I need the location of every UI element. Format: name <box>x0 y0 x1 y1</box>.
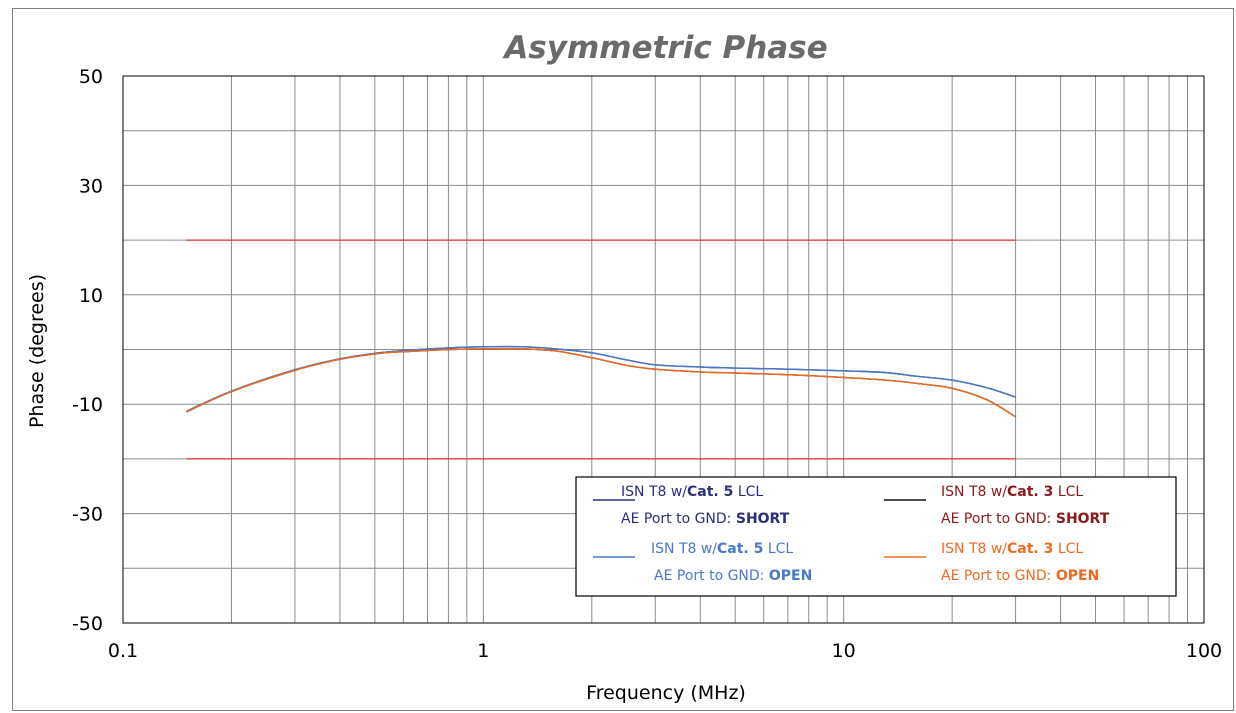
legend-text: LCL <box>1053 541 1083 557</box>
y-tick-label: 50 <box>79 66 103 88</box>
legend-label-3-line-2: AE Port to GND: OPEN <box>654 568 812 584</box>
x-axis-label: Frequency (MHz) <box>586 682 746 704</box>
series-line-2 <box>186 348 1016 418</box>
legend-label-4-line-1: ISN T8 w/Cat. 3 LCL <box>941 541 1083 557</box>
x-tick-label: 100 <box>1186 640 1222 662</box>
legend-label-3-line-1: ISN T8 w/Cat. 5 LCL <box>651 541 793 557</box>
limit-lines <box>186 239 1016 460</box>
legend-text: ISN T8 w/ <box>651 541 717 557</box>
legend-text: AE Port to GND: <box>941 568 1056 584</box>
plot-area <box>122 75 1205 624</box>
legend-emphasis: Cat. 5 <box>687 484 733 500</box>
legend-text: ISN T8 w/ <box>621 484 687 500</box>
y-tick-label: -50 <box>72 613 103 635</box>
legend-text: LCL <box>763 541 793 557</box>
legend-emphasis: OPEN <box>769 568 812 584</box>
legend-text: AE Port to GND: <box>941 511 1056 527</box>
legend-text: AE Port to GND: <box>654 568 769 584</box>
x-tick-label: 1 <box>477 640 489 662</box>
legend-emphasis: Cat. 5 <box>717 541 763 557</box>
series-lines <box>186 345 1016 418</box>
legend-label-1-line-1: ISN T8 w/Cat. 5 LCL <box>621 484 763 500</box>
series-line-4 <box>186 348 1016 418</box>
x-tick-label: 10 <box>832 640 856 662</box>
y-tick-label: 10 <box>79 285 103 307</box>
legend-emphasis: OPEN <box>1056 568 1099 584</box>
y-axis-label: Phase (degrees) <box>26 274 48 428</box>
legend-box <box>575 476 1177 597</box>
legend-text: ISN T8 w/ <box>941 541 1007 557</box>
series-line-1 <box>186 345 1016 412</box>
legend-text: ISN T8 w/ <box>941 484 1007 500</box>
series-line-3 <box>186 345 1016 412</box>
legend-emphasis: SHORT <box>736 511 790 527</box>
y-tick-labels: 50 30 10 -10 -30 -50 <box>72 66 103 635</box>
legend-text: LCL <box>733 484 763 500</box>
legend-label-4-line-2: AE Port to GND: OPEN <box>941 568 1099 584</box>
y-tick-label: -10 <box>72 394 103 416</box>
y-tick-label: -30 <box>72 504 103 526</box>
legend-text: LCL <box>1053 484 1083 500</box>
legend-label-2-line-1: ISN T8 w/Cat. 3 LCL <box>941 484 1083 500</box>
legend-label-2-line-2: AE Port to GND: SHORT <box>941 511 1110 527</box>
legend: ISN T8 w/Cat. 5 LCL AE Port to GND: SHORT… <box>575 476 1177 597</box>
x-tick-labels: 0.1 1 10 100 <box>108 640 1222 662</box>
legend-emphasis: Cat. 3 <box>1007 541 1053 557</box>
x-tick-label: 0.1 <box>108 640 138 662</box>
legend-emphasis: Cat. 3 <box>1007 484 1053 500</box>
y-tick-label: 30 <box>79 175 103 197</box>
legend-label-1-line-2: AE Port to GND: SHORT <box>621 511 790 527</box>
legend-emphasis: SHORT <box>1056 511 1110 527</box>
legend-text: AE Port to GND: <box>621 511 736 527</box>
chart-title: Asymmetric Phase <box>501 30 827 66</box>
